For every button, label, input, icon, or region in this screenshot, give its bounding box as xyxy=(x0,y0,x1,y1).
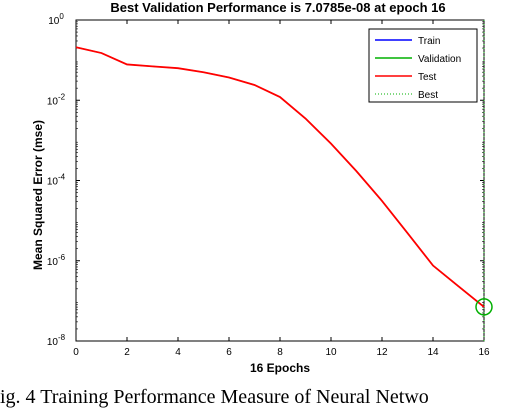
x-tick-label: 2 xyxy=(124,347,130,358)
y-tick-label: 10-8 xyxy=(47,333,66,348)
legend-label-best: Best xyxy=(418,90,438,101)
series-line-test xyxy=(75,46,485,308)
x-tick-label: 12 xyxy=(376,347,388,358)
x-tick-label: 6 xyxy=(226,347,232,358)
x-tick-label: 0 xyxy=(73,347,79,358)
y-tick-label: 10-4 xyxy=(47,173,66,188)
y-axis-label: Mean Squared Error (mse) xyxy=(31,120,45,270)
x-axis-label: 16 Epochs xyxy=(250,361,310,375)
legend-box xyxy=(368,28,478,103)
x-axis: 0 2 4 6 8 10 12 14 16 xyxy=(73,20,490,358)
y-tick-exponent: 0 xyxy=(59,12,64,21)
series-lines xyxy=(75,46,485,308)
chart-title: Best Validation Performance is 7.0785e-0… xyxy=(110,0,445,15)
y-tick-exponent: -6 xyxy=(58,253,66,262)
y-tick-exponent: -4 xyxy=(58,173,66,182)
y-tick-exponent: -2 xyxy=(58,92,66,101)
y-tick-label: 100 xyxy=(48,12,64,27)
x-tick-label: 16 xyxy=(478,347,490,358)
legend-label-validation: Validation xyxy=(418,54,461,65)
x-tick-label: 14 xyxy=(427,347,439,358)
x-tick-label: 10 xyxy=(325,347,337,358)
x-tick-label: 8 xyxy=(277,347,283,358)
y-tick-label: 10-2 xyxy=(47,92,66,107)
legend-label-train: Train xyxy=(418,36,440,47)
y-tick-label: 10-6 xyxy=(47,253,66,268)
legend-label-test: Test xyxy=(418,72,437,83)
figure-caption: ig. 4 Training Performance Measure of Ne… xyxy=(0,386,429,408)
best-point-marker xyxy=(475,298,493,316)
x-tick-label: 4 xyxy=(175,347,181,358)
y-tick-exponent: -8 xyxy=(58,333,66,342)
legend[interactable]: Train Validation Test Best xyxy=(368,28,478,103)
